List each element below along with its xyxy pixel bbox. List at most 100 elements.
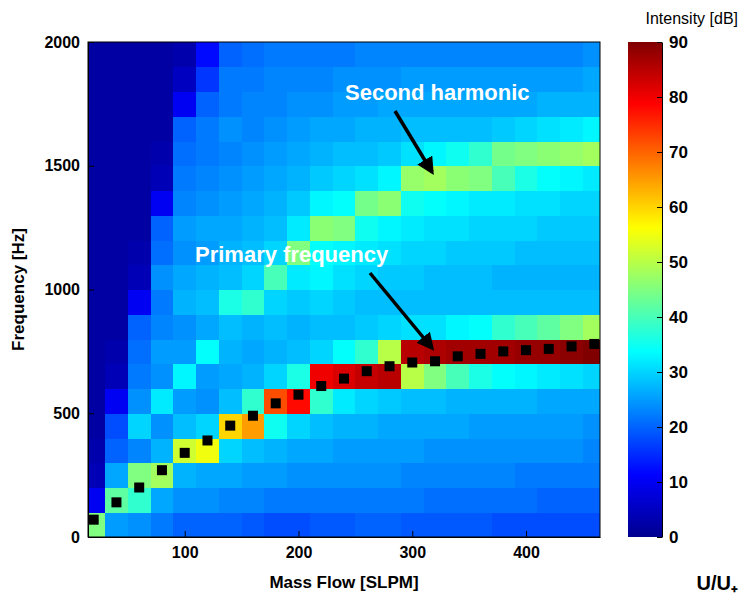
heatmap-cell bbox=[355, 413, 378, 438]
heatmap-cell bbox=[515, 413, 538, 438]
heatmap-cell bbox=[583, 488, 600, 513]
heatmap-cell bbox=[537, 512, 560, 537]
heatmap-cell bbox=[446, 389, 469, 414]
heatmap-cell bbox=[173, 389, 196, 414]
annotations: Second harmonicPrimary frequencyU/U₊ bbox=[195, 80, 738, 594]
heatmap-cell bbox=[333, 339, 356, 364]
heatmap-cell bbox=[88, 67, 106, 92]
heatmap-cell bbox=[264, 42, 287, 67]
marker bbox=[157, 465, 167, 475]
heatmap-cell bbox=[310, 488, 333, 513]
heatmap-cell bbox=[515, 438, 538, 463]
heatmap-cell bbox=[219, 92, 242, 117]
x-axis-line bbox=[89, 537, 601, 538]
heatmap-cell bbox=[446, 463, 469, 488]
heatmap-cell bbox=[469, 191, 492, 216]
heatmap-cell bbox=[424, 191, 447, 216]
y-axis-tick-mark bbox=[88, 42, 94, 43]
heatmap-cell bbox=[446, 42, 469, 67]
heatmap-cell bbox=[219, 364, 242, 389]
colorbar-axis-tick-label: 10 bbox=[669, 473, 688, 492]
marker bbox=[293, 390, 303, 400]
heatmap-cell bbox=[88, 42, 106, 67]
heatmap-cell bbox=[105, 512, 128, 537]
heatmap-cell bbox=[333, 438, 356, 463]
heatmap-cell bbox=[196, 265, 219, 290]
heatmap-cell bbox=[105, 488, 128, 513]
heatmap-cell bbox=[88, 438, 106, 463]
heatmap-cell bbox=[287, 166, 310, 191]
heatmap-cell bbox=[355, 141, 378, 166]
heatmap-cell bbox=[264, 141, 287, 166]
colorbar-axis-tick: 70 bbox=[657, 143, 688, 162]
heatmap-cell bbox=[88, 463, 106, 488]
heatmap-cell bbox=[287, 488, 310, 513]
heatmap-cell bbox=[128, 240, 151, 265]
heatmap-cell bbox=[333, 166, 356, 191]
heatmap-cell bbox=[446, 488, 469, 513]
heatmap-cell bbox=[446, 290, 469, 315]
heatmap-cell bbox=[492, 42, 515, 67]
heatmap-cell bbox=[242, 512, 265, 537]
heatmap-cell bbox=[537, 339, 560, 364]
marker bbox=[385, 361, 395, 371]
heatmap-cell bbox=[583, 141, 600, 166]
heatmap-cell bbox=[515, 488, 538, 513]
heatmap-cell bbox=[196, 364, 219, 389]
heatmap-cell bbox=[424, 512, 447, 537]
heatmap-cell bbox=[537, 463, 560, 488]
heatmap-cell bbox=[310, 191, 333, 216]
heatmap-cell bbox=[355, 389, 378, 414]
heatmap-cell bbox=[424, 166, 447, 191]
heatmap-cell bbox=[560, 512, 583, 537]
heatmap-cell bbox=[287, 389, 310, 414]
heatmap-cell bbox=[583, 265, 600, 290]
y-axis-title: Frequency [Hz] bbox=[9, 228, 28, 351]
heatmap-cell bbox=[446, 141, 469, 166]
heatmap-cell bbox=[469, 116, 492, 141]
heatmap-cell bbox=[355, 314, 378, 339]
heatmap-cell bbox=[378, 463, 401, 488]
heatmap-cell bbox=[151, 265, 174, 290]
heatmap-cell bbox=[128, 290, 151, 315]
heatmap-cell bbox=[537, 314, 560, 339]
annotation: Second harmonic bbox=[345, 80, 530, 105]
markers bbox=[89, 339, 600, 525]
heatmap-cell bbox=[310, 265, 333, 290]
heatmap-cell bbox=[287, 265, 310, 290]
heatmap-cell bbox=[424, 116, 447, 141]
heatmap-cell bbox=[492, 215, 515, 240]
heatmap-cell bbox=[537, 42, 560, 67]
heatmap-cell bbox=[242, 67, 265, 92]
heatmap-cell bbox=[287, 463, 310, 488]
heatmap-cell bbox=[151, 141, 174, 166]
heatmap-cell bbox=[515, 339, 538, 364]
heatmap-cell bbox=[492, 463, 515, 488]
heatmap-cell bbox=[287, 290, 310, 315]
heatmap-cell bbox=[560, 290, 583, 315]
marker bbox=[362, 366, 372, 376]
heatmap-cell bbox=[424, 438, 447, 463]
heatmap-cell bbox=[105, 463, 128, 488]
colorbar-axis: 0102030405060708090 bbox=[657, 33, 688, 547]
heatmap-cell bbox=[401, 290, 424, 315]
heatmap-cell bbox=[583, 389, 600, 414]
plot-area bbox=[88, 42, 600, 537]
heatmap-cell bbox=[515, 141, 538, 166]
heatmap-cell bbox=[219, 67, 242, 92]
heatmap-cell bbox=[128, 389, 151, 414]
colorbar-axis-tick-label: 40 bbox=[669, 308, 688, 327]
heatmap-cell bbox=[88, 240, 106, 265]
x-axis-tick: 300 bbox=[399, 531, 426, 561]
heatmap-cell bbox=[242, 438, 265, 463]
heatmap-cell bbox=[88, 92, 106, 117]
heatmap-cell bbox=[219, 463, 242, 488]
marker bbox=[202, 435, 212, 445]
heatmap-cell bbox=[88, 116, 106, 141]
heatmap-cell bbox=[515, 215, 538, 240]
heatmap-cell bbox=[446, 240, 469, 265]
heatmap-cell bbox=[401, 463, 424, 488]
heatmap-cell bbox=[264, 364, 287, 389]
marker bbox=[339, 374, 349, 384]
heatmap-cell bbox=[173, 191, 196, 216]
